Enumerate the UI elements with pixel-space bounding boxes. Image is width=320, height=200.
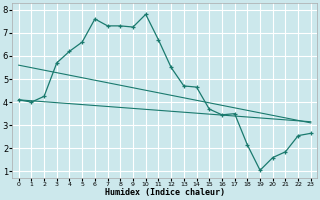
- X-axis label: Humidex (Indice chaleur): Humidex (Indice chaleur): [105, 188, 225, 197]
